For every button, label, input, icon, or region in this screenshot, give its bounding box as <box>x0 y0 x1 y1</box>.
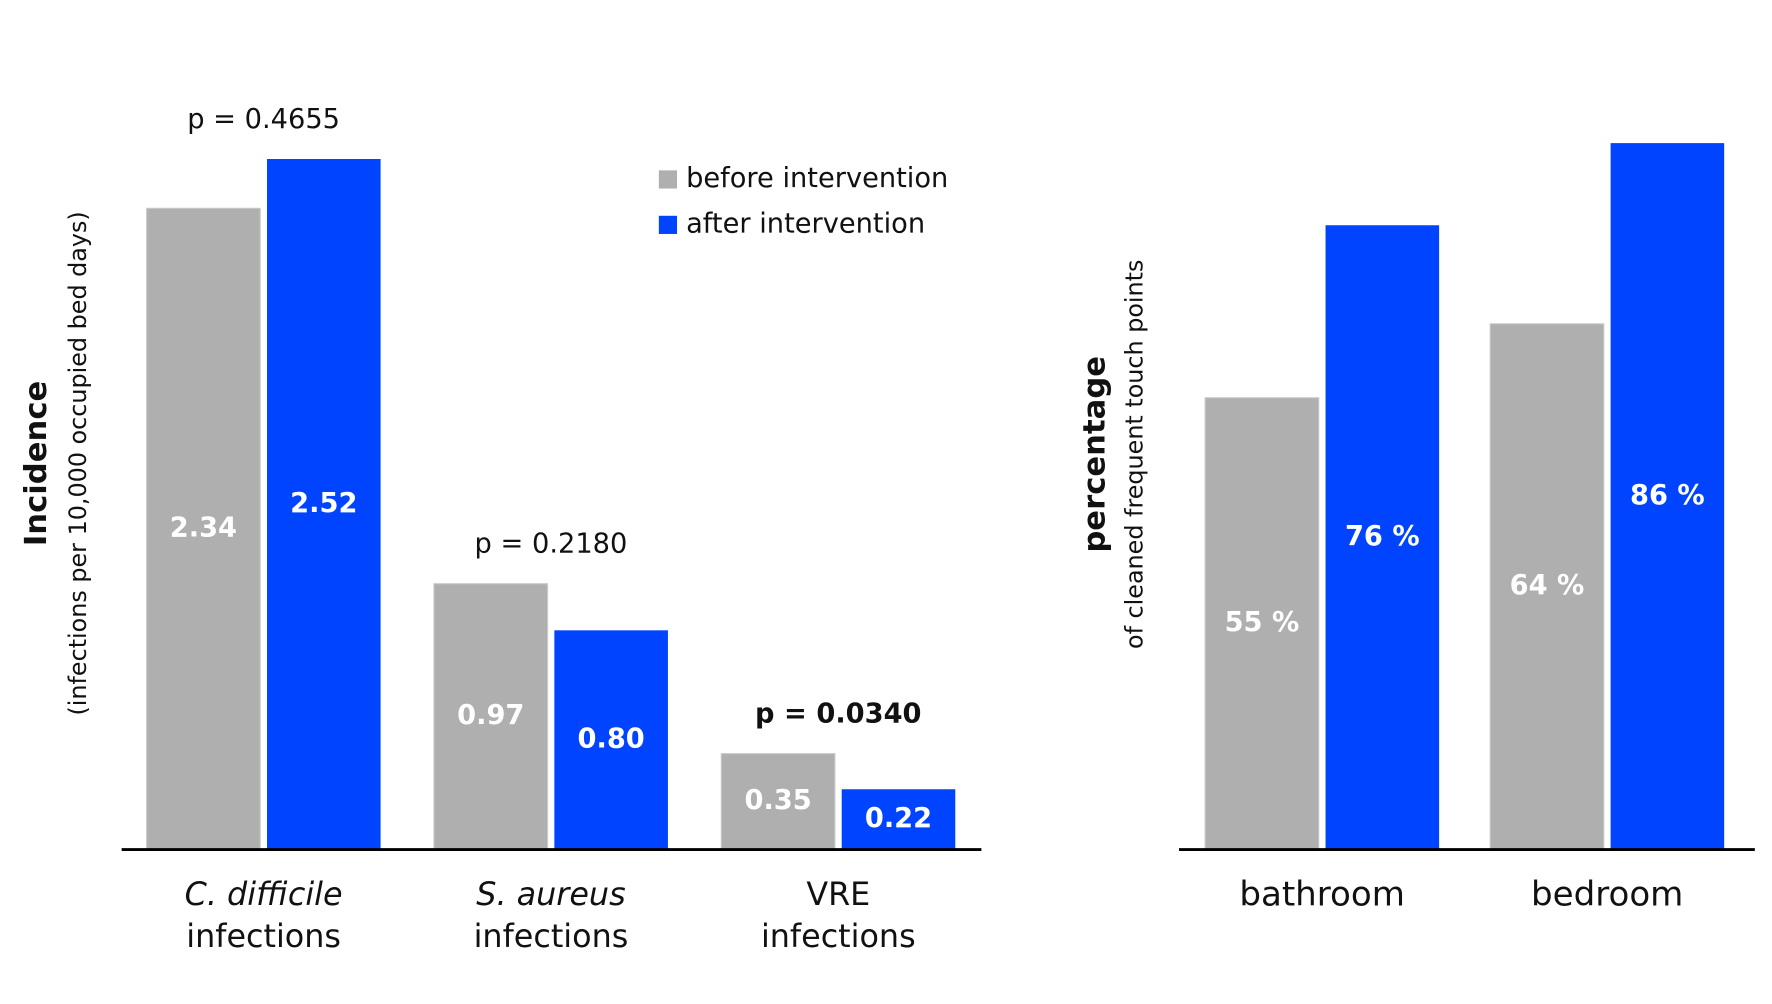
chart: Incidence (infections per 10,000 occupied… <box>19 104 982 955</box>
value-label: 86 % <box>1630 480 1705 511</box>
y-axis-title: Incidence <box>19 381 54 546</box>
bar <box>720 753 836 851</box>
x-tick-label: infections <box>761 918 916 955</box>
legend-label: before intervention <box>686 163 948 194</box>
value-label: 76 % <box>1345 521 1420 552</box>
value-label: 0.35 <box>744 785 811 816</box>
x-tick-label: C. difficile <box>185 876 343 913</box>
bar <box>1204 397 1320 851</box>
bar <box>146 207 261 851</box>
value-label: 2.34 <box>170 512 237 543</box>
legend-swatch <box>658 170 678 189</box>
bar <box>841 789 956 850</box>
p-value: p = 0.0340 <box>755 699 921 730</box>
y-axis-subtitle: (infections per 10,000 occupied bed days… <box>64 211 92 715</box>
value-label: 0.22 <box>865 803 932 834</box>
x-tick-label: VRE <box>806 876 870 913</box>
legend-swatch <box>658 215 678 234</box>
x-tick-label: S. aureus <box>476 876 625 913</box>
y-axis-subtitle: of cleaned frequent touch points <box>1120 260 1148 649</box>
value-label: 0.80 <box>578 723 645 754</box>
value-label: 2.52 <box>290 488 357 519</box>
bar <box>1489 323 1605 851</box>
bar <box>554 630 668 850</box>
x-tick-label: infections <box>186 918 341 955</box>
chart: percentage of cleaned frequent touch poin… <box>1078 143 1755 915</box>
x-tick-label: infections <box>474 918 629 955</box>
bar <box>1325 225 1440 850</box>
x-tick-label: bedroom <box>1531 875 1683 915</box>
x-tick-label: bathroom <box>1239 875 1405 915</box>
bar <box>267 159 381 850</box>
bar <box>1610 143 1725 850</box>
value-label: 55 % <box>1225 607 1300 638</box>
p-value: p = 0.2180 <box>475 529 628 560</box>
bar <box>433 583 549 851</box>
value-label: 0.97 <box>457 700 524 731</box>
value-label: 64 % <box>1510 570 1585 601</box>
p-value: p = 0.4655 <box>187 104 340 135</box>
y-axis-title: percentage <box>1078 356 1113 553</box>
legend-label: after intervention <box>686 208 925 239</box>
